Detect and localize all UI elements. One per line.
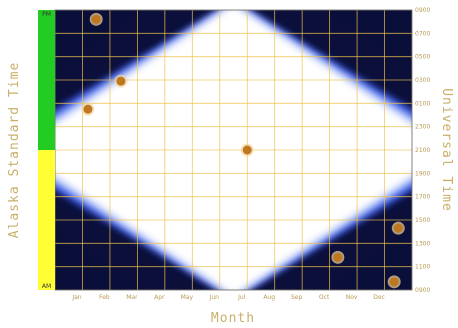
right-tick-label: 0700 <box>415 30 430 37</box>
left-axis-title: Alaska Standard Time <box>7 62 22 239</box>
x-tick-label: Dec <box>373 294 385 301</box>
right-tick-label: 1300 <box>415 240 430 247</box>
marker-0 <box>389 277 399 287</box>
right-tick-label: 0100 <box>415 100 430 107</box>
x-tick-label: Jun <box>209 294 220 301</box>
x-tick-label: Oct <box>319 294 330 301</box>
right-tick-label: 1500 <box>415 217 430 224</box>
x-tick-label: Nov <box>346 294 358 301</box>
x-tick-label: Sep <box>291 294 303 301</box>
x-tick-label: May <box>181 294 194 301</box>
night-corner-3 <box>324 225 412 290</box>
left-ticks: PM AM <box>42 11 51 290</box>
marker-6 <box>91 14 101 24</box>
right-tick-label: 0300 <box>415 77 430 84</box>
x-tick-label: Feb <box>99 294 110 301</box>
right-tick-label: 1700 <box>415 194 430 201</box>
right-tick-label: 2300 <box>415 124 430 131</box>
right-tick-label: 1100 <box>415 264 430 271</box>
night-corner-1 <box>324 10 412 75</box>
marker-2 <box>393 223 403 233</box>
marker-5 <box>116 76 126 86</box>
right-tick-label: 2100 <box>415 147 430 154</box>
pm-bar <box>38 10 55 150</box>
right-tick-label: 1900 <box>415 170 430 177</box>
x-tick-label: Mar <box>126 294 138 301</box>
left-tick-label: AM <box>42 283 51 290</box>
x-axis-title: Month <box>211 311 255 326</box>
marker-1 <box>333 252 343 262</box>
right-tick-label: 0900 <box>415 7 430 14</box>
night-corner-2 <box>55 225 143 290</box>
am-bar <box>38 150 55 290</box>
x-tick-label: Aug <box>263 294 275 301</box>
right-ticks: 0900 0700 0500 0300 0100 2300 2100 1900 1700 1500… <box>415 7 430 294</box>
grid-lines <box>55 10 412 290</box>
marker-3 <box>242 145 252 155</box>
markers <box>81 12 405 289</box>
night-corner-0 <box>55 10 143 75</box>
x-tick-label: Jul <box>237 294 246 301</box>
marker-4 <box>83 104 93 114</box>
x-ticks: Jan Feb Mar Apr May Jun Jul Aug Sep Oct Nov Dec <box>71 294 385 301</box>
right-tick-label: 0900 <box>415 287 430 294</box>
x-tick-label: Jan <box>71 294 81 301</box>
left-tick-label: PM <box>42 11 51 18</box>
right-tick-label: 0500 <box>415 54 430 61</box>
x-tick-label: Apr <box>154 294 165 301</box>
right-axis-title: Universal Time <box>439 88 454 212</box>
